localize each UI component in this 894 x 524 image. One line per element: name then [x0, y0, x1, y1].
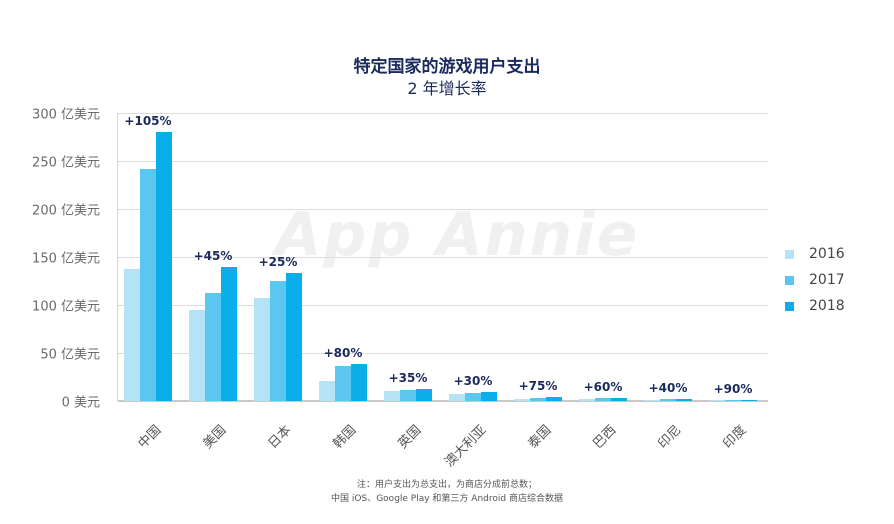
x-tick-label: 中国: [135, 422, 165, 452]
bar-2016: [449, 394, 465, 401]
bar-2017: [400, 390, 416, 401]
x-tick-label: 日本: [265, 422, 295, 452]
x-tick-label: 巴西: [590, 422, 620, 452]
footnote-line-1: 注：用户支出为总支出，为商店分成前总数；: [356, 480, 537, 490]
bar-2017: [465, 393, 481, 401]
plot-area: +105% +45% +25% +80% +35% +30% +75% +60% +40% +90…: [117, 113, 768, 402]
legend-item-2017: 2017: [785, 267, 845, 293]
footnote-line-2: 中国 iOS、Google Play 和第三方 Android 商店综合数据: [331, 494, 563, 504]
bar-2017: [595, 398, 611, 401]
bar-2016: [319, 380, 335, 401]
growth-annotation: +30%: [453, 374, 493, 389]
legend-label: 2017: [809, 272, 845, 288]
y-tick-label: 200 亿美元: [32, 203, 100, 219]
y-tick-label: 300 亿美元: [32, 107, 100, 123]
chart-title: 特定国家的游戏用户支出: [353, 57, 541, 77]
y-tick-label: 50 亿美元: [40, 347, 100, 363]
chart-subtitle: 2 年增长率: [407, 79, 487, 98]
bar-2016: [189, 309, 205, 401]
bar-2016: [579, 399, 595, 401]
bar-2016: [254, 298, 270, 401]
x-tick-label: 英国: [395, 422, 425, 452]
bar-2018: [156, 132, 172, 401]
gridline: [118, 161, 768, 162]
legend-label: 2018: [809, 298, 845, 314]
bar-2018: [351, 363, 367, 401]
growth-annotation: +90%: [713, 382, 753, 397]
legend-swatch-icon: [785, 301, 794, 311]
bar-2018: [611, 398, 627, 401]
legend-swatch-icon: [785, 249, 794, 259]
x-tick-label: 美国: [200, 422, 230, 452]
growth-annotation: +25%: [258, 255, 298, 270]
x-tick-label: 澳大利亚: [442, 422, 490, 471]
y-tick-label: 150 亿美元: [32, 251, 100, 267]
legend-item-2016: 2016: [785, 241, 845, 267]
growth-annotation: +60%: [583, 380, 623, 395]
bar-2018: [286, 273, 302, 401]
bar-2017: [530, 398, 546, 401]
growth-annotation: +105%: [124, 114, 172, 129]
bar-2017: [270, 281, 286, 401]
legend-item-2018: 2018: [785, 293, 845, 319]
bar-2018: [481, 392, 497, 401]
gridline: [118, 113, 768, 114]
bar-2016: [644, 400, 660, 401]
gridline: [118, 209, 768, 210]
bar-2018: [741, 400, 757, 401]
bar-2016: [384, 391, 400, 401]
bar-2017: [205, 293, 221, 401]
bar-2016: [124, 269, 140, 401]
x-tick-label: 泰国: [525, 422, 555, 452]
gridline: [118, 400, 768, 402]
bar-2016: [709, 400, 725, 401]
bar-2018: [416, 388, 432, 401]
bar-2018: [221, 266, 237, 401]
y-tick-label: 100 亿美元: [32, 299, 100, 315]
bar-2017: [140, 168, 156, 401]
bar-2017: [335, 366, 351, 401]
bar-2018: [546, 397, 562, 401]
growth-annotation: +40%: [648, 381, 688, 396]
gridline: [118, 305, 768, 306]
legend-label: 2016: [809, 246, 845, 262]
bar-2017: [660, 399, 676, 401]
growth-annotation: +80%: [323, 345, 363, 360]
watermark: App Annie: [275, 200, 640, 270]
x-tick-label: 韩国: [330, 422, 360, 452]
growth-annotation: +45%: [193, 248, 233, 263]
bar-2018: [676, 399, 692, 401]
growth-annotation: +35%: [388, 370, 428, 385]
y-tick-label: 250 亿美元: [32, 155, 100, 171]
legend-swatch-icon: [785, 275, 794, 285]
x-tick-label: 印度: [720, 422, 750, 452]
growth-annotation: +75%: [518, 379, 558, 394]
y-tick-label: 0 美元: [61, 395, 100, 411]
x-tick-label: 印尼: [655, 422, 685, 452]
gridline: [118, 257, 768, 258]
legend: 2016 2017 2018: [785, 241, 845, 319]
bar-2016: [514, 399, 530, 401]
bar-2017: [725, 400, 741, 401]
gridline: [118, 353, 768, 354]
